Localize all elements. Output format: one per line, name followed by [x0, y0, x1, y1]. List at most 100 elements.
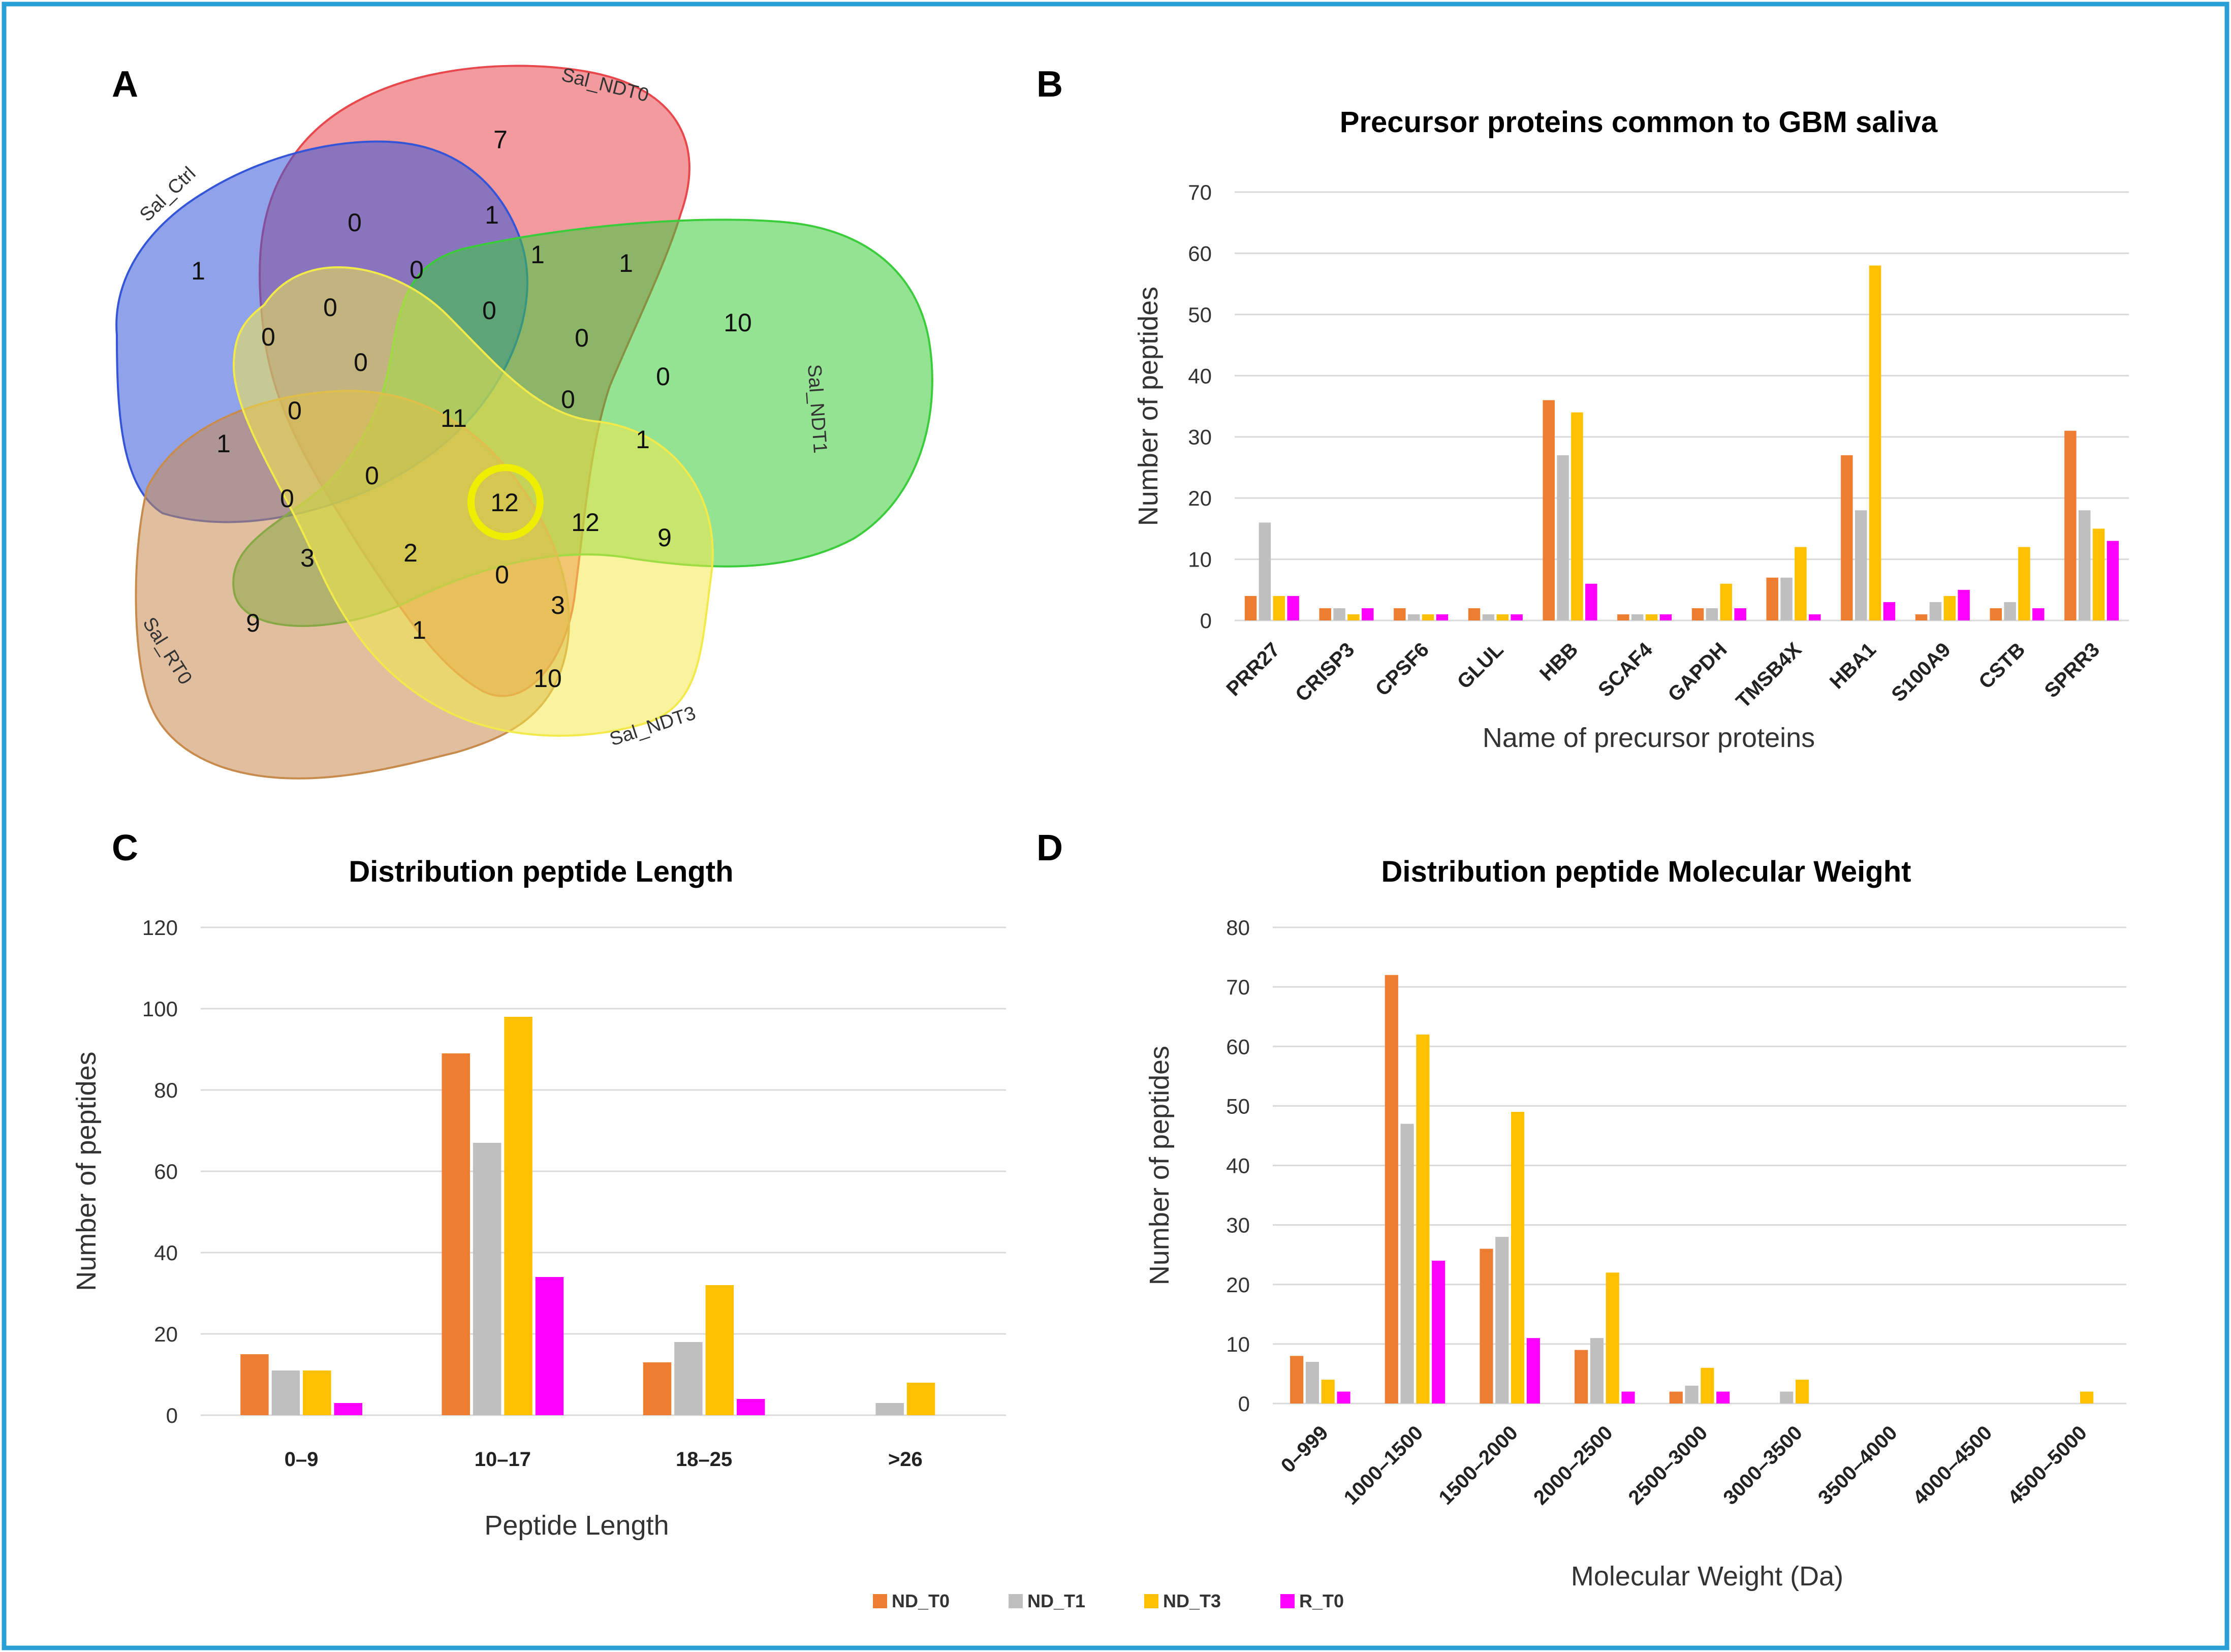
- y-tick-label: 70: [1226, 975, 1250, 999]
- bar: [504, 1017, 532, 1415]
- venn-region-value: 0: [365, 461, 379, 490]
- venn-region-value: 10: [724, 308, 752, 337]
- venn-region-value: 0: [656, 362, 670, 391]
- y-tick-label: 120: [142, 916, 178, 940]
- bar: [1990, 608, 2002, 620]
- y-axis-label: Number of peptides: [71, 1051, 102, 1291]
- venn-region-value: 0: [354, 348, 368, 377]
- venn-region-value: 11: [441, 404, 467, 432]
- legend-swatch: [1009, 1594, 1023, 1608]
- bar: [2080, 1391, 2094, 1404]
- bar: [1645, 614, 1658, 620]
- bar: [1915, 614, 1928, 620]
- bar: [1669, 1391, 1683, 1404]
- bar: [1333, 608, 1345, 620]
- venn-region-value: 2: [403, 539, 418, 567]
- bar: [2064, 430, 2077, 620]
- venn-diagram: Sal_NDT0 Sal_Ctrl Sal_NDT1 Sal_RT0 Sal_N…: [115, 64, 933, 780]
- bar: [1691, 608, 1704, 620]
- x-tick-label: 18–25: [676, 1448, 732, 1471]
- bar: [737, 1399, 765, 1415]
- chart-legend: ND_T0 ND_T1 ND_T3 R_T0: [873, 1591, 1344, 1611]
- bar: [2107, 541, 2119, 620]
- y-tick-label: 80: [154, 1078, 178, 1102]
- bar: [1287, 596, 1299, 620]
- bar: [1482, 614, 1495, 620]
- y-tick-label: 100: [142, 997, 178, 1021]
- venn-region-value: 1: [636, 425, 650, 454]
- legend-swatch: [1280, 1594, 1295, 1608]
- y-tick-label: 10: [1226, 1332, 1250, 1356]
- y-tick-label: 50: [1188, 303, 1212, 327]
- chart-title: Precursor proteins common to GBM saliva: [1340, 106, 1938, 139]
- venn-region-value: 10: [533, 664, 562, 693]
- bar: [1585, 583, 1597, 620]
- y-tick-label: 60: [1188, 241, 1212, 265]
- bar: [1511, 614, 1523, 620]
- bar: [1929, 602, 1942, 620]
- bar: [1496, 614, 1509, 620]
- x-tick-label: 10–17: [475, 1448, 531, 1471]
- venn-region-value: 12: [490, 488, 519, 517]
- venn-region-value: 3: [300, 544, 315, 572]
- venn-region-value: 0: [482, 296, 496, 325]
- venn-region-value: 1: [216, 429, 231, 458]
- y-axis-label: Number of peptides: [1133, 287, 1164, 526]
- y-tick-label: 60: [154, 1160, 178, 1183]
- bar: [1621, 1391, 1635, 1404]
- y-tick-label: 30: [1188, 425, 1212, 449]
- y-tick-label: 40: [1226, 1154, 1250, 1178]
- bar: [473, 1143, 501, 1415]
- venn-region-value: 0: [495, 560, 509, 589]
- venn-region-value: 9: [246, 609, 260, 637]
- bar: [1841, 455, 1853, 620]
- venn-region-value: 0: [261, 323, 275, 351]
- venn-region-value: 9: [657, 523, 672, 552]
- venn-region-value: 1: [619, 249, 633, 277]
- venn-region-value: 1: [485, 201, 499, 229]
- bar: [1869, 265, 1881, 620]
- bar: [1796, 1380, 1809, 1404]
- venn-region-value: 0: [561, 385, 575, 414]
- bar: [875, 1403, 904, 1415]
- bar: [334, 1403, 362, 1415]
- y-tick-label: 70: [1188, 180, 1212, 204]
- venn-region-value: 0: [280, 484, 294, 513]
- bar: [1701, 1367, 1714, 1404]
- bar: [303, 1370, 331, 1415]
- bar: [240, 1354, 269, 1415]
- panel-letter-c: C: [112, 828, 138, 868]
- x-axis-label: Molecular Weight (Da): [1571, 1561, 1843, 1592]
- bar: [1943, 596, 1956, 620]
- bar: [1780, 577, 1793, 620]
- bar: [1400, 1124, 1414, 1404]
- bar: [1571, 412, 1583, 620]
- bar: [643, 1362, 672, 1415]
- bar: [1795, 547, 1807, 620]
- bar: [705, 1285, 734, 1415]
- venn-region-value: 3: [551, 591, 565, 619]
- panel-letter-b: B: [1036, 64, 1063, 105]
- bar: [535, 1277, 564, 1415]
- venn-region-value: 0: [288, 396, 302, 425]
- bar: [1347, 614, 1360, 620]
- venn-region-value: 12: [571, 508, 600, 537]
- bar: [1321, 1380, 1335, 1404]
- legend-label: ND_T1: [1027, 1591, 1085, 1611]
- venn-region-value: 0: [575, 324, 589, 352]
- y-tick-label: 30: [1226, 1213, 1250, 1237]
- legend-swatch: [1144, 1594, 1158, 1608]
- bar: [2018, 547, 2030, 620]
- y-tick-label: 10: [1188, 548, 1212, 572]
- bar: [2032, 608, 2045, 620]
- bar: [1259, 522, 1271, 620]
- panel-letter-d: D: [1036, 828, 1063, 868]
- legend-swatch: [873, 1594, 887, 1608]
- y-tick-label: 60: [1226, 1035, 1250, 1058]
- bar: [1511, 1112, 1525, 1404]
- y-tick-label: 0: [1200, 609, 1212, 633]
- bar: [1766, 577, 1778, 620]
- bar: [1716, 1391, 1730, 1404]
- bar: [2004, 602, 2016, 620]
